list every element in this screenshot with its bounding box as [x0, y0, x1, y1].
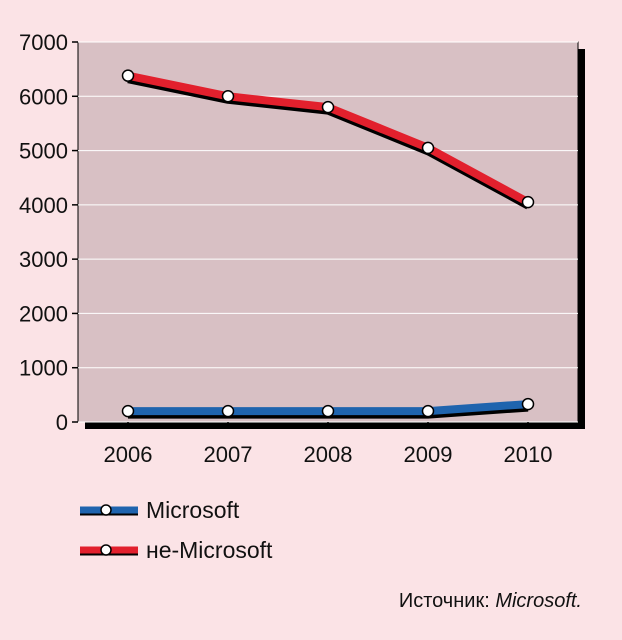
x-tick-label: 2009	[404, 442, 453, 467]
series-0-point	[221, 404, 235, 418]
y-tick-label: 3000	[19, 247, 68, 272]
y-tick-label: 6000	[19, 84, 68, 109]
series-0-point	[121, 404, 135, 418]
legend-label-non-microsoft: не-Microsoft	[146, 536, 273, 563]
series-1-point	[421, 141, 435, 155]
source-name: Microsoft.	[495, 590, 582, 612]
legend-swatch-non-microsoft	[80, 544, 138, 556]
series-1-point	[221, 90, 235, 103]
y-tick-label: 2000	[19, 301, 68, 326]
x-tick-label: 2006	[104, 442, 153, 467]
y-tick-label: 1000	[19, 356, 68, 381]
y-tick-label: 7000	[19, 30, 68, 55]
legend-swatch-microsoft	[80, 504, 138, 516]
series-0-point	[521, 397, 535, 411]
legend-label-microsoft: Microsoft	[146, 496, 240, 523]
series-0-point	[421, 404, 435, 418]
line-chart: 0 1000 2000 3000 4000 5000 6000 7000 2006 2007 20…	[19, 30, 585, 467]
series-1-point	[521, 195, 535, 209]
y-tick-label: 0	[56, 410, 68, 435]
y-tick-label: 4000	[19, 193, 68, 218]
series-0-point	[321, 404, 335, 418]
y-tick-label: 5000	[19, 139, 68, 164]
x-tick-label: 2007	[204, 442, 253, 467]
legend-item-non-microsoft: не-Microsoft	[76, 530, 272, 570]
plot-area	[77, 41, 579, 423]
x-tick-label: 2008	[304, 442, 353, 467]
legend-item-microsoft: Microsoft	[76, 490, 272, 530]
legend: Microsoft не-Microsoft	[76, 490, 272, 570]
x-tick-label: 2010	[504, 442, 553, 467]
source-note: Источник: Microsoft.	[399, 590, 582, 613]
series-1-point	[121, 69, 135, 82]
series-1-point	[321, 100, 335, 114]
source-prefix: Источник:	[398, 590, 496, 612]
